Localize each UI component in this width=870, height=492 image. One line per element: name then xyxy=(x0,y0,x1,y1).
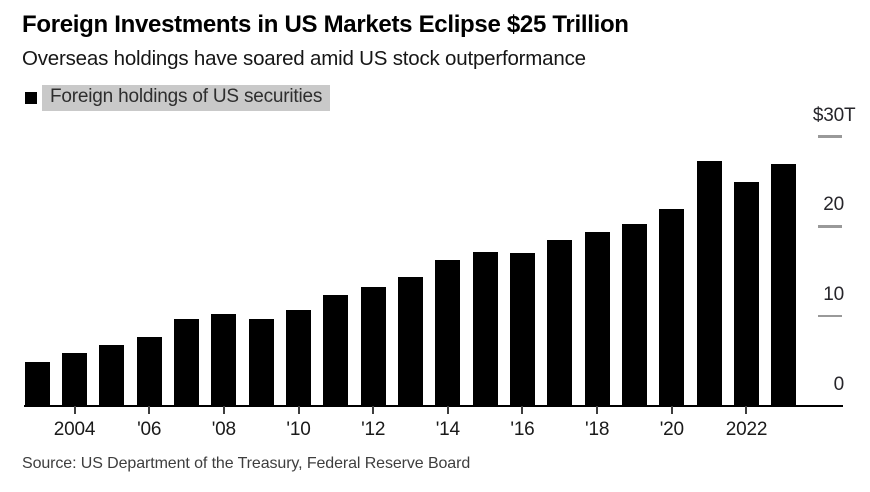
x-label-2020: '20 xyxy=(659,419,684,440)
legend-swatch-icon xyxy=(25,92,37,104)
y-label-number: 30 xyxy=(823,104,844,126)
x-label-2012: '12 xyxy=(361,419,386,440)
bar-2010 xyxy=(286,309,311,406)
y-label-0: 0 xyxy=(833,374,845,396)
x-tick-2018 xyxy=(596,406,599,414)
bar-2013 xyxy=(398,276,423,406)
x-tick-2010 xyxy=(297,406,300,414)
bar-2009 xyxy=(248,318,274,406)
bar-2005 xyxy=(99,344,125,406)
bar-2018 xyxy=(584,231,610,406)
bar-2006 xyxy=(136,336,162,406)
x-label-2010: '10 xyxy=(286,419,311,440)
bar-2023 xyxy=(771,164,797,406)
bar-2008 xyxy=(211,314,237,406)
legend-label: Foreign holdings of US securities xyxy=(42,85,331,111)
bar-2020 xyxy=(659,209,685,406)
bar-2007 xyxy=(174,318,200,406)
source-note: Source: US Department of the Treasury, F… xyxy=(22,455,471,472)
x-tick-2006 xyxy=(148,406,151,414)
bar-2014 xyxy=(435,259,461,406)
x-tick-2022 xyxy=(745,406,748,414)
y-label-number: 20 xyxy=(823,194,844,216)
chart-title: Foreign Investments in US Markets Eclips… xyxy=(22,11,629,38)
bar-2015 xyxy=(472,251,498,406)
x-tick-2016 xyxy=(521,406,524,414)
bar-2003 xyxy=(24,361,50,406)
x-axis-line xyxy=(24,404,843,407)
y-tick-20 xyxy=(818,225,842,228)
y-label-number: 10 xyxy=(823,284,844,306)
y-tick-10 xyxy=(818,314,842,318)
x-label-2022: 2022 xyxy=(725,419,768,440)
x-label-2014: '14 xyxy=(435,419,460,440)
bar-2011 xyxy=(323,294,349,406)
legend: Foreign holdings of US securities xyxy=(25,85,331,111)
x-tick-2014 xyxy=(446,406,449,414)
x-tick-2012 xyxy=(372,406,375,414)
bar-2021 xyxy=(696,160,722,406)
bar-2012 xyxy=(360,287,386,406)
bar-2017 xyxy=(547,239,573,406)
x-label-2016: '16 xyxy=(510,419,535,440)
x-label-2008: '08 xyxy=(211,419,236,440)
y-label-prefix: $ xyxy=(812,104,824,126)
chart-subtitle: Overseas holdings have soared amid US st… xyxy=(22,47,586,70)
bar-2019 xyxy=(621,223,647,406)
y-tick-30 xyxy=(818,135,842,138)
x-tick-2020 xyxy=(670,406,673,414)
bar-2004 xyxy=(62,353,88,406)
x-label-2018: '18 xyxy=(585,419,610,440)
y-label-number: 0 xyxy=(833,374,845,395)
bar-2022 xyxy=(733,182,759,406)
bar-2016 xyxy=(509,253,535,406)
x-label-2004: 2004 xyxy=(53,419,96,440)
y-label-30: $30 T xyxy=(812,104,856,127)
y-label-suffix: T xyxy=(844,104,856,126)
y-label-20: 20 xyxy=(823,194,844,216)
x-label-2006: '06 xyxy=(137,419,162,440)
x-tick-2004 xyxy=(73,406,76,414)
y-label-10: 10 xyxy=(823,284,844,306)
x-tick-2008 xyxy=(222,406,225,414)
